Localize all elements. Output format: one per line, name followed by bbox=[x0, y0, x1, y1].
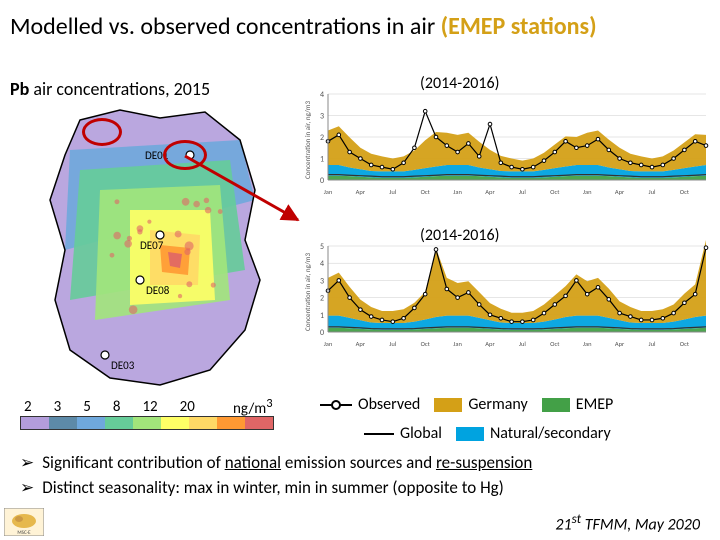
svg-text:Jul: Jul bbox=[519, 340, 526, 348]
footer-num: 21 bbox=[555, 515, 571, 534]
natural-swatch-icon bbox=[456, 427, 484, 441]
chart-period-top: (2014-2016) bbox=[420, 74, 499, 93]
unit-sup: 3 bbox=[266, 396, 272, 411]
svg-text:Jan: Jan bbox=[324, 188, 333, 196]
svg-text:Jan: Jan bbox=[324, 340, 333, 348]
svg-text:0: 0 bbox=[320, 176, 324, 186]
legend-emep-label: EMEP bbox=[576, 395, 614, 414]
svg-text:Apr: Apr bbox=[356, 340, 366, 348]
svg-text:DE07: DE07 bbox=[140, 239, 164, 252]
colorbar-ticks: 23581220 bbox=[20, 398, 195, 416]
organisation-logo-icon: MSC-E bbox=[4, 508, 44, 536]
svg-text:Jul: Jul bbox=[519, 188, 526, 196]
svg-text:DE08: DE08 bbox=[146, 284, 170, 297]
colorbar-swatches bbox=[20, 416, 274, 430]
svg-text:Jul: Jul bbox=[649, 188, 656, 196]
legend-natural: Natural/secondary bbox=[456, 424, 611, 443]
svg-text:Apr: Apr bbox=[356, 188, 366, 196]
svg-text:5: 5 bbox=[320, 242, 324, 252]
svg-text:Jan: Jan bbox=[583, 188, 592, 196]
legend-observed-label: Observed bbox=[358, 395, 420, 414]
legend-emep: EMEP bbox=[542, 395, 614, 414]
svg-text:Apr: Apr bbox=[485, 188, 495, 196]
footer-citation: 21st TFMM, May 2020 bbox=[555, 510, 700, 534]
svg-text:4: 4 bbox=[320, 90, 324, 100]
svg-text:MSC-E: MSC-E bbox=[17, 530, 31, 536]
footer-text: TFMM, May 2020 bbox=[581, 515, 700, 534]
svg-text:3: 3 bbox=[320, 112, 324, 122]
chart-bottom-svg: 0 1 2 3 4 5 Jan Apr Jul Oct Jan Apr Jul Oct Jan Apr Jul O… bbox=[300, 232, 710, 352]
legend: Observed Germany EMEP Global Natural/sec… bbox=[320, 395, 710, 443]
legend-observed: Observed bbox=[320, 395, 420, 414]
svg-text:Apr: Apr bbox=[485, 340, 495, 348]
map-svg: DE01DE07DE08DE03 bbox=[10, 100, 290, 395]
global-marker-icon bbox=[364, 433, 394, 435]
germany-swatch-icon bbox=[434, 398, 462, 412]
map-subtitle: Pb air concentrations, 2015 bbox=[10, 78, 210, 100]
svg-text:Jul: Jul bbox=[389, 340, 396, 348]
findings-list: ➢Significant contribution of national em… bbox=[20, 452, 700, 502]
emep-swatch-icon bbox=[542, 398, 570, 412]
legend-germany-label: Germany bbox=[468, 395, 527, 414]
svg-text:4: 4 bbox=[320, 259, 324, 269]
legend-natural-label: Natural/secondary bbox=[490, 424, 611, 443]
svg-text:3: 3 bbox=[320, 276, 324, 286]
page-title: Modelled vs. observed concentrations in … bbox=[10, 12, 597, 41]
chart-period-bottom: (2014-2016) bbox=[420, 226, 499, 245]
svg-text:2: 2 bbox=[320, 133, 324, 143]
svg-text:Apr: Apr bbox=[615, 340, 625, 348]
legend-germany: Germany bbox=[434, 395, 527, 414]
chart-top-svg: 0 1 2 3 4 Jan Apr Jul Oct Jan Apr Jul Oct Jan Apr Jul Oc… bbox=[300, 80, 710, 200]
svg-text:Jan: Jan bbox=[453, 340, 462, 348]
svg-text:Oct: Oct bbox=[550, 340, 560, 348]
observed-marker-icon bbox=[320, 400, 352, 410]
svg-text:Jan: Jan bbox=[583, 340, 592, 348]
timeseries-chart-bottom: (2014-2016) 012345JanAprJulOctJanAprJulO… bbox=[300, 232, 710, 352]
unit-text: ng/m bbox=[233, 400, 266, 418]
svg-text:Oct: Oct bbox=[680, 340, 690, 348]
svg-text:Concentration in air, ng/m3: Concentration in air, ng/m3 bbox=[303, 253, 312, 331]
svg-text:Oct: Oct bbox=[421, 340, 431, 348]
svg-text:Jul: Jul bbox=[649, 340, 656, 348]
svg-text:1: 1 bbox=[320, 155, 324, 165]
subtitle-rest: air concentrations, 2015 bbox=[29, 78, 210, 100]
svg-text:1: 1 bbox=[320, 311, 324, 321]
svg-text:Oct: Oct bbox=[421, 188, 431, 196]
svg-text:Jul: Jul bbox=[389, 188, 396, 196]
colorbar-unit: ng/m3 bbox=[233, 396, 273, 418]
svg-text:0: 0 bbox=[320, 328, 324, 338]
svg-text:Concentration in air, ng/m3: Concentration in air, ng/m3 bbox=[303, 101, 312, 179]
footer-sup: st bbox=[572, 510, 582, 527]
svg-text:DE03: DE03 bbox=[111, 359, 135, 372]
legend-global-label: Global bbox=[400, 424, 442, 443]
svg-text:Oct: Oct bbox=[680, 188, 690, 196]
svg-text:Apr: Apr bbox=[615, 188, 625, 196]
svg-text:Jan: Jan bbox=[453, 188, 462, 196]
svg-text:2: 2 bbox=[320, 294, 324, 304]
title-text: Modelled vs. observed concentrations in … bbox=[10, 12, 441, 41]
subtitle-bold: Pb bbox=[10, 78, 29, 100]
svg-text:Oct: Oct bbox=[550, 188, 560, 196]
concentration-map: DE01DE07DE08DE03 bbox=[10, 100, 290, 395]
timeseries-chart-top: (2014-2016) 01234JanAprJulOctJanAprJulOc… bbox=[300, 80, 710, 200]
title-highlight: (EMEP stations) bbox=[441, 12, 597, 41]
legend-global: Global bbox=[364, 424, 442, 443]
